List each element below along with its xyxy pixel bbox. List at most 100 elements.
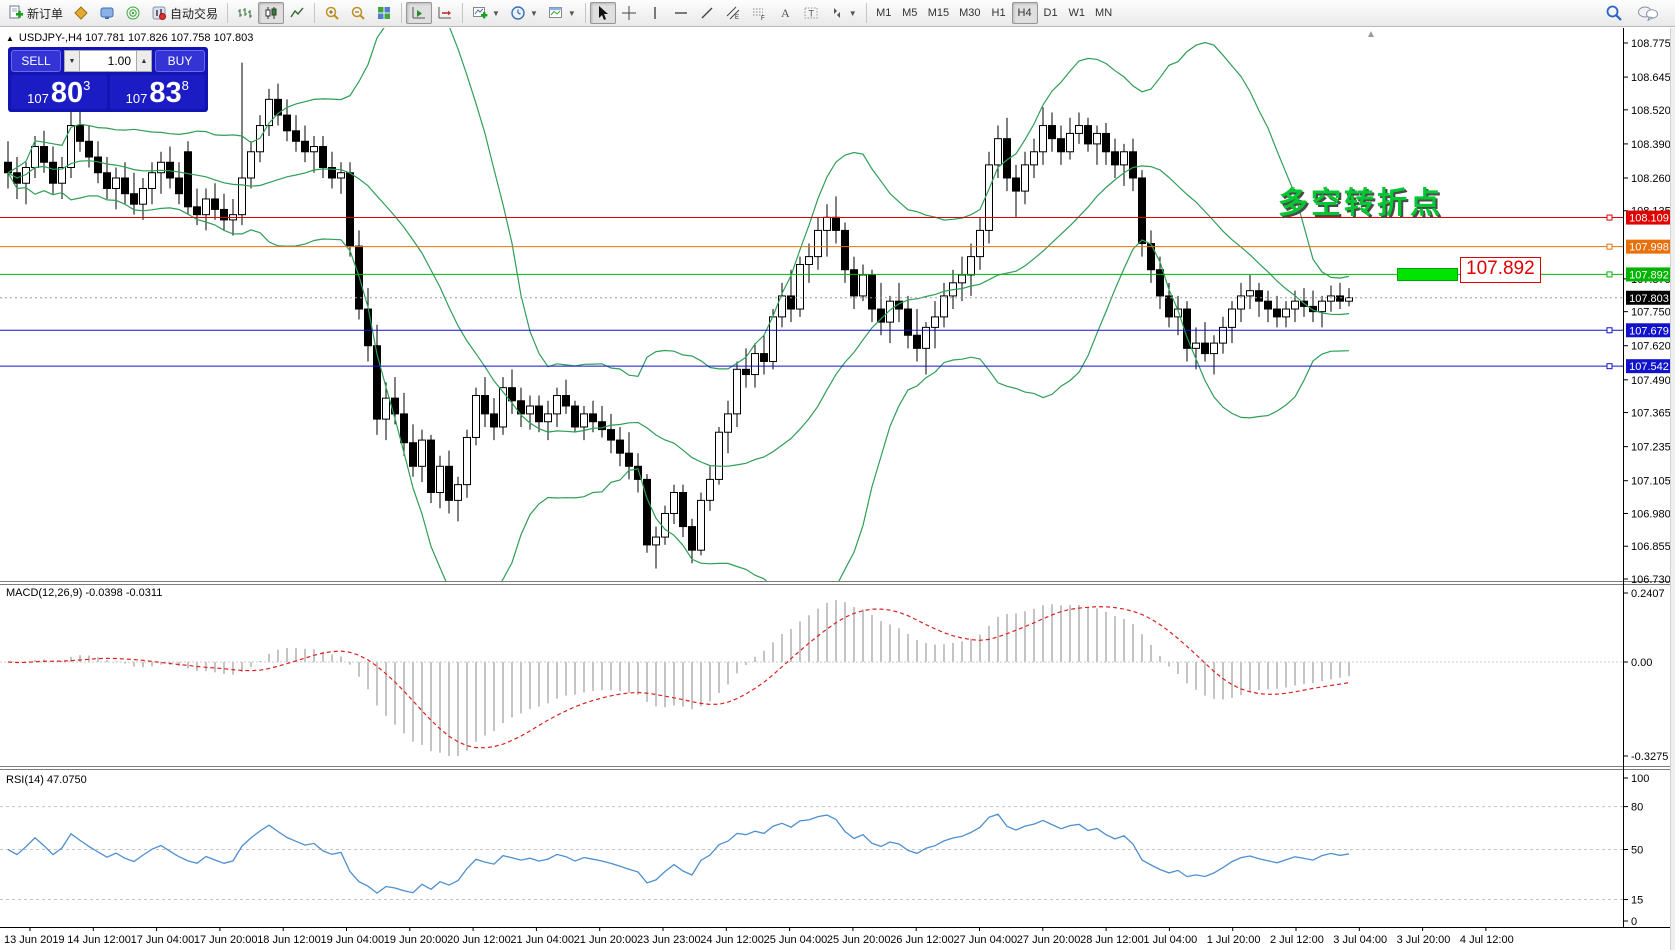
charts-button[interactable]	[68, 2, 94, 24]
new-order-button[interactable]: 新订单	[3, 2, 68, 24]
vertical-line-tool-button[interactable]	[642, 2, 668, 24]
cursor-tool-button[interactable]	[589, 2, 616, 24]
horizontal-line-tool-button[interactable]	[668, 2, 694, 24]
dropdown-arrow-icon: ▼	[848, 8, 857, 18]
price-level-lines	[0, 214, 1623, 370]
time-axis-label: 3 Jul 04:00	[1333, 934, 1387, 946]
chart-shift-icon	[438, 7, 452, 19]
time-axis-label: 28 Jun 12:00	[1080, 934, 1144, 946]
signal-icon	[126, 6, 140, 20]
buy-button[interactable]: BUY	[155, 50, 205, 72]
time-axis-label: 21 Jun 20:00	[574, 934, 638, 946]
buy-price-pip: 8	[181, 78, 189, 93]
bar-chart-button[interactable]	[232, 2, 258, 24]
periods-button[interactable]: ▼	[505, 2, 543, 24]
toolbar-separator	[462, 3, 464, 23]
autotrading-label: 自动交易	[170, 6, 219, 21]
axis-tick-label: 106.730	[1631, 574, 1671, 586]
volume-increase-button[interactable]: ▲	[136, 50, 152, 72]
buy-price-prefix: 107	[125, 90, 148, 106]
volume-decrease-button[interactable]: ▼	[64, 50, 80, 72]
sell-price-pip: 3	[83, 78, 91, 93]
timeframe-w1-button[interactable]: W1	[1068, 7, 1086, 19]
scroll-marker-icon[interactable]: ▲	[1366, 29, 1376, 40]
timeframe-m15-button[interactable]: M15	[927, 7, 950, 19]
timeframe-m5-button[interactable]: M5	[902, 7, 918, 19]
candlestick-series	[4, 62, 1353, 569]
time-axis-label: 24 Jun 12:00	[700, 934, 764, 946]
green-rectangle-annotation[interactable]	[1397, 268, 1458, 281]
axis-tick-label: 106.855	[1631, 541, 1671, 553]
price-chart[interactable]: 108.775 108.645 108.520 108.390 108.260 108.1…	[0, 28, 1675, 950]
turning-point-annotation[interactable]: 多空转折点	[1278, 187, 1443, 220]
time-axis-label: 19 Jun 04:00	[321, 934, 385, 946]
bar-chart-icon	[238, 8, 253, 18]
one-click-trading-panel: SELL ▼ 1.00 ▲ BUY 107 80 3 107 83 8	[8, 47, 208, 112]
time-axis-label: 25 Jun 04:00	[764, 934, 828, 946]
axis-tick-label: 108.775	[1631, 38, 1671, 50]
timeframe-d1-button[interactable]: D1	[1043, 7, 1058, 19]
search-icon[interactable]	[1605, 4, 1623, 22]
bollinger-bands	[7, 28, 1350, 581]
horizontal-line-icon	[674, 12, 687, 14]
chat-icon[interactable]	[1637, 5, 1659, 21]
fibonacci-tool-button[interactable]: F	[746, 2, 772, 24]
toolbar-separator	[584, 3, 586, 23]
buy-price-display[interactable]: 107 83 8	[109, 75, 205, 109]
volume-input[interactable]: 1.00	[80, 50, 136, 72]
axis-tick-label: 15	[1631, 895, 1643, 907]
crosshair-tool-button[interactable]	[616, 2, 642, 24]
sell-price-display[interactable]: 107 80 3	[11, 75, 107, 109]
symbol-info-bar[interactable]: ▲ USDJPY-,H4 107.781 107.826 107.758 107…	[6, 32, 253, 44]
toolbar-separator	[314, 3, 316, 23]
price-axis: 108.775 108.645 108.520 108.390 108.260 108.1…	[1623, 28, 1671, 928]
tile-windows-button[interactable]	[371, 2, 397, 24]
auto-scroll-button[interactable]	[406, 2, 433, 24]
time-axis-label: 14 Jun 12:00	[67, 934, 131, 946]
time-axis-label: 13 Jun 2019	[4, 934, 65, 946]
arrows-icon	[833, 8, 840, 18]
dropdown-arrow-icon: ▼	[492, 8, 500, 18]
zoom-out-button[interactable]	[345, 2, 371, 24]
autotrading-button[interactable]: 自动交易	[146, 2, 223, 24]
line-chart-button[interactable]	[284, 2, 310, 24]
templates-icon	[548, 7, 562, 18]
axis-tick-label: -0.3275	[1631, 751, 1668, 763]
line-chart-icon	[290, 7, 304, 18]
svg-text:E: E	[735, 15, 739, 21]
templates-button[interactable]: ▼	[543, 2, 581, 24]
collapse-panel-icon[interactable]: ▲	[6, 33, 14, 43]
price-level-label: 107.998	[1629, 242, 1669, 254]
sell-button[interactable]: SELL	[11, 50, 61, 72]
chart-shift-button[interactable]	[432, 2, 458, 24]
axis-tick-label: 50	[1631, 845, 1643, 857]
timeframe-h4-button[interactable]: H4	[1011, 2, 1038, 24]
candlestick-chart-button[interactable]	[258, 2, 285, 24]
axis-tick-label: 106.980	[1631, 508, 1671, 520]
channel-tool-button[interactable]: E	[720, 2, 746, 24]
timeframe-h1-button[interactable]: H1	[991, 7, 1006, 19]
indicators-button[interactable]: ▼	[467, 2, 505, 24]
trendline-tool-button[interactable]	[694, 2, 720, 24]
time-axis-label: 26 Jun 12:00	[890, 934, 954, 946]
timeframe-m1-button[interactable]: M1	[876, 7, 892, 19]
arrows-tool-button[interactable]: ▼	[824, 2, 862, 24]
axis-tick-label: 107.620	[1631, 341, 1671, 353]
profile-button[interactable]	[94, 2, 120, 24]
timeframe-m30-button[interactable]: M30	[959, 7, 981, 19]
axis-tick-label: 107.490	[1631, 375, 1671, 387]
axis-tick-label: 107.105	[1631, 476, 1671, 488]
time-axis-label: 27 Jun 20:00	[1017, 934, 1081, 946]
svg-text:T: T	[808, 9, 814, 19]
price-level-label: 107.679	[1629, 325, 1669, 337]
clock-icon	[511, 6, 525, 20]
text-tool-button[interactable]: A	[772, 2, 798, 24]
axis-tick-label: 107.750	[1631, 307, 1671, 319]
zoom-in-button[interactable]	[319, 2, 345, 24]
toolbar-separator	[865, 3, 867, 23]
text-label-tool-button[interactable]: T	[798, 2, 824, 24]
price-callout-label[interactable]: 107.892	[1460, 257, 1541, 283]
timeframe-mn-button[interactable]: MN	[1095, 7, 1113, 19]
market-watch-button[interactable]	[120, 2, 146, 24]
